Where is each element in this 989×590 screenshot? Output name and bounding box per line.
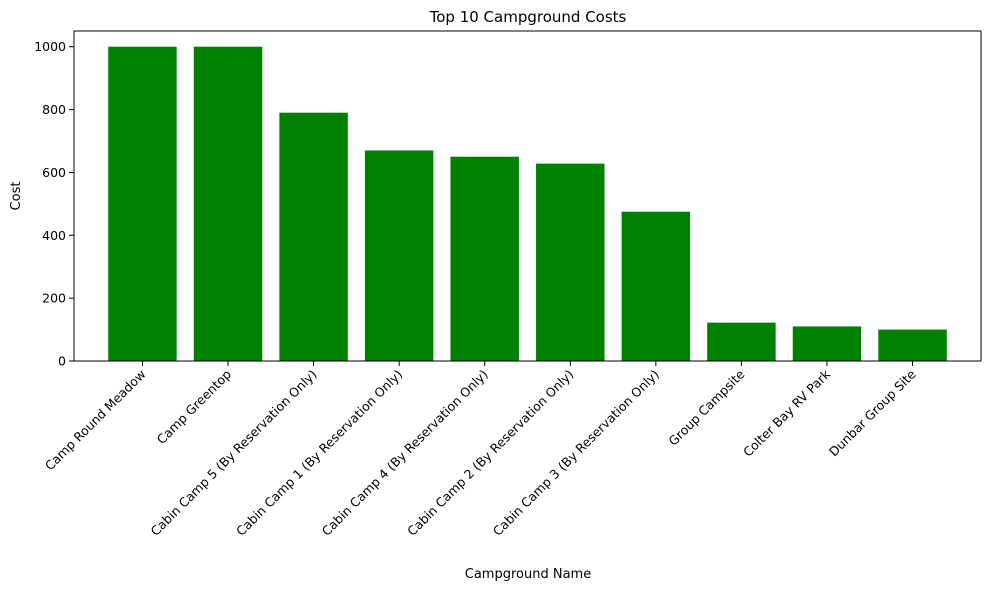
bar bbox=[450, 156, 519, 361]
bar bbox=[621, 211, 691, 361]
y-tick-label: 200 bbox=[42, 291, 66, 306]
y-tick-label: 1000 bbox=[34, 39, 66, 54]
y-axis-label: Cost bbox=[9, 182, 24, 211]
x-tick-label: Cabin Camp 3 (By Reservation Only) bbox=[490, 367, 662, 539]
x-tick-label: Camp Round Meadow bbox=[42, 367, 149, 474]
bar bbox=[536, 163, 605, 361]
bar bbox=[707, 322, 776, 361]
x-axis-label: Campground Name bbox=[465, 567, 591, 582]
bar bbox=[878, 329, 947, 361]
bar bbox=[279, 112, 348, 362]
chart-title: Top 10 Campground Costs bbox=[429, 8, 627, 26]
x-tick-label: Cabin Camp 2 (By Reservation Only) bbox=[404, 367, 576, 539]
x-tick-label: Colter Bay RV Park bbox=[740, 366, 834, 460]
x-tick-label: Dunbar Group Site bbox=[826, 366, 919, 459]
y-tick-label: 400 bbox=[42, 228, 66, 243]
x-tick-label: Cabin Camp 1 (By Reservation Only) bbox=[233, 367, 405, 539]
x-tick-label: Group Campsite bbox=[665, 366, 747, 448]
x-tick-label: Cabin Camp 5 (By Reservation Only) bbox=[147, 367, 319, 539]
bar bbox=[108, 46, 177, 362]
bar bbox=[792, 326, 862, 361]
x-tick-label: Cabin Camp 4 (By Reservation Only) bbox=[319, 367, 491, 539]
plot-frame bbox=[73, 30, 982, 362]
y-tick-label: 600 bbox=[42, 165, 66, 180]
bar bbox=[193, 46, 263, 362]
y-tick-label: 800 bbox=[42, 102, 66, 117]
plot-area: 0 200 400 600 800 1000 Camp Round Meadow Camp G… bbox=[34, 30, 982, 539]
x-tick-label: Camp Greentop bbox=[154, 366, 235, 447]
bar bbox=[364, 150, 434, 361]
y-tick-label: 0 bbox=[58, 354, 66, 369]
